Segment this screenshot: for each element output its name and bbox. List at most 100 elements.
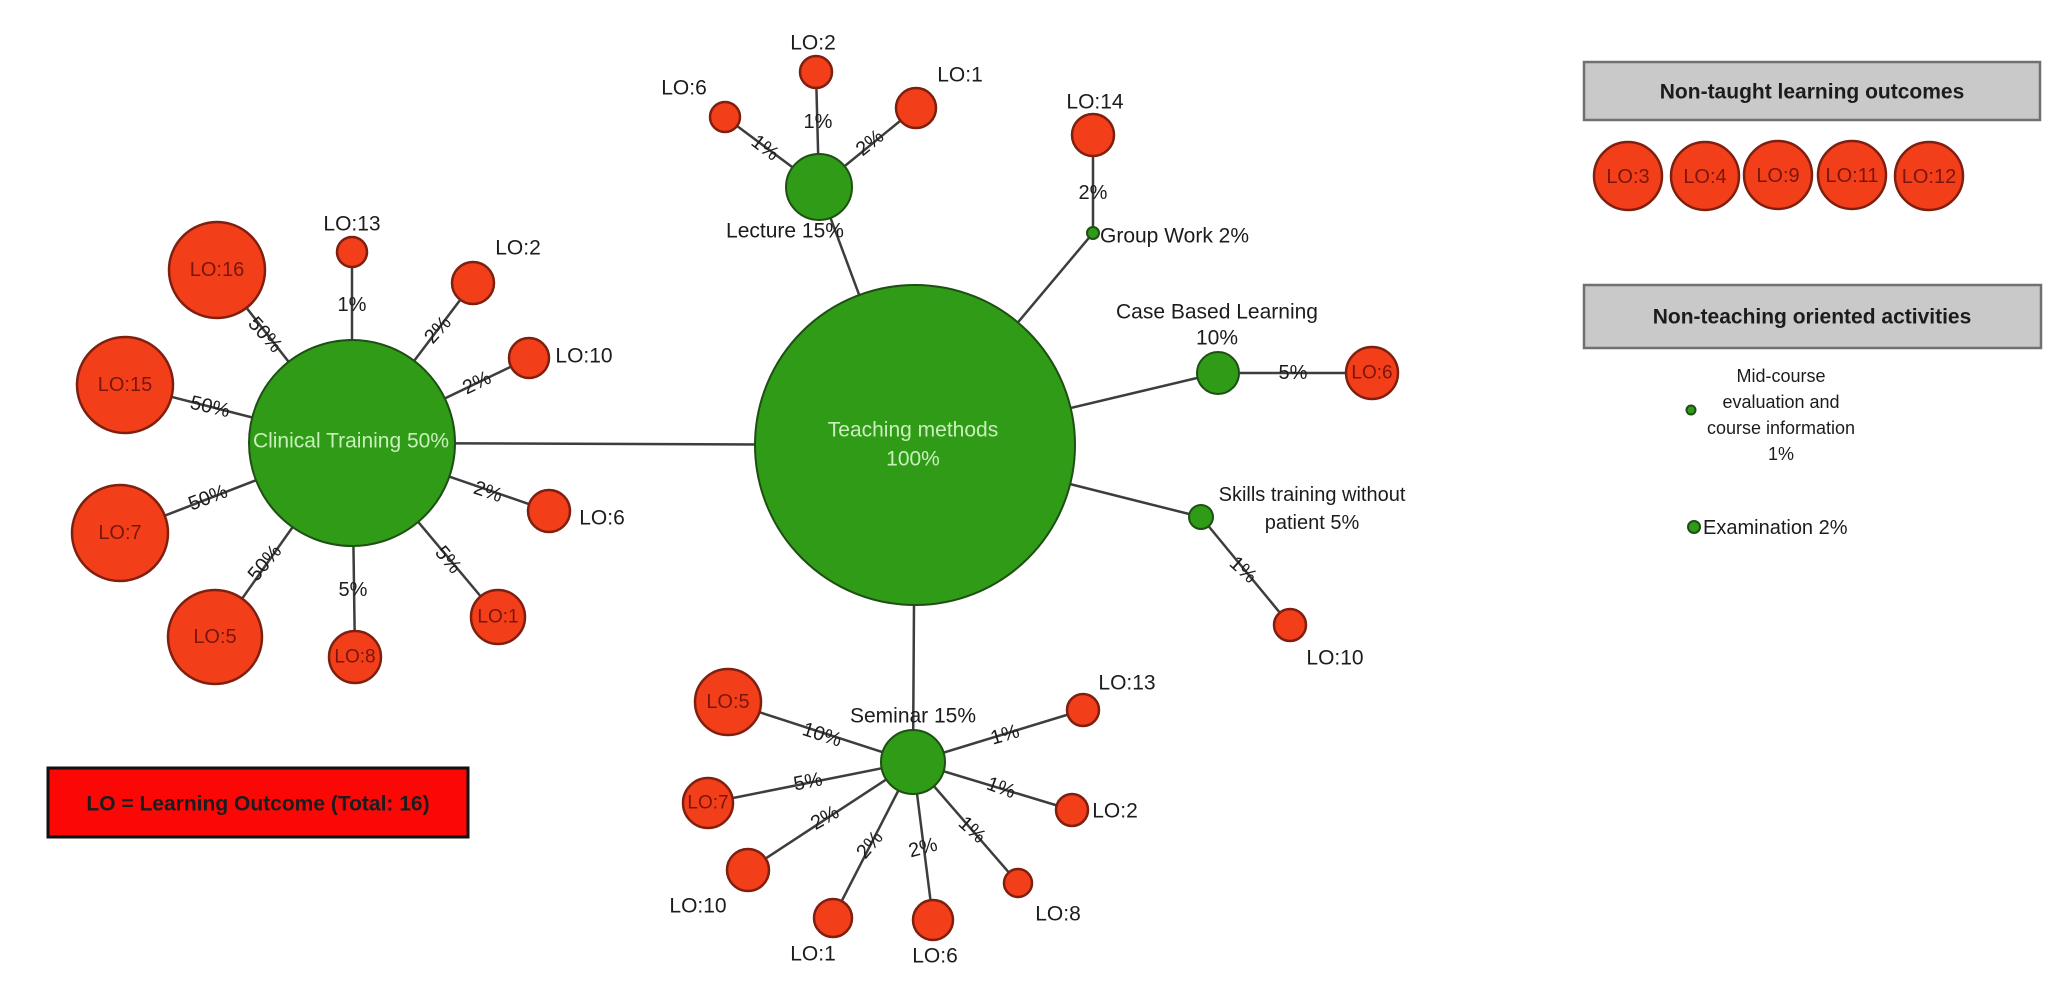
non-teaching-panel-box	[1582, 283, 2043, 350]
label-lecture-lo1: LO:1	[937, 64, 983, 87]
pct-seminar-lo8: 1%	[954, 812, 990, 848]
node-group-work	[1086, 226, 1100, 240]
pct-clinical-lo13: 1%	[338, 294, 367, 316]
midcourse-line2: evaluation and	[1722, 392, 1839, 412]
inner-label-seminar-lo7: LO:7	[687, 793, 728, 814]
node-casebased-lo6	[1344, 345, 1400, 401]
pct-seminar-lo1: 2%	[852, 827, 888, 863]
pct-clinical-lo7: 50%	[185, 480, 230, 515]
inner-red-label-layer: LO:16 LO:15 LO:7 LO:5 LO:1 LO:8 LO:6 LO:…	[98, 165, 1956, 814]
pct-clinical-lo8: 5%	[339, 579, 368, 601]
pct-groupwork-lo14: 2%	[1079, 182, 1108, 204]
node-seminar-lo8	[1002, 867, 1034, 899]
label-lecture-lo6: LO:6	[661, 77, 707, 100]
label-seminar-lo6: LO:6	[912, 945, 958, 968]
pct-seminar-lo7: 5%	[792, 768, 825, 795]
inner-label-clinical-lo16: LO:16	[190, 259, 244, 281]
node-seminar-lo5	[693, 667, 763, 737]
examination-label: Examination 2%	[1703, 517, 1848, 539]
label-group-work: Group Work 2%	[1100, 225, 1249, 248]
inner-label-nontaught-lo9: LO:9	[1756, 165, 1799, 187]
label-clinical-lo2: LO:2	[495, 237, 541, 260]
inner-label-casebased-lo6: LO:6	[1351, 363, 1392, 384]
node-nontaught-lo12	[1893, 140, 1965, 212]
node-seminar-lo13	[1065, 692, 1101, 728]
node-skills-training	[1188, 504, 1214, 530]
inner-label-teaching-line2: 100%	[886, 448, 940, 471]
node-lecture-lo2	[798, 54, 834, 90]
legend-box	[46, 766, 470, 839]
label-seminar-lo10: LO:10	[669, 895, 726, 918]
label-layer: LO:6 LO:2 LO:1 Lecture 15% 1% 1% 2% LO:1…	[86, 32, 1971, 968]
label-clinical-lo10: LO:10	[555, 345, 612, 368]
midcourse-line1: Mid-course	[1736, 366, 1825, 386]
node-clinical-lo1	[469, 588, 527, 646]
node-clinical-lo15	[75, 335, 175, 435]
pct-seminar-lo5: 10%	[800, 718, 845, 751]
node-lecture-lo6	[708, 100, 742, 134]
node-clinical-lo16	[167, 220, 267, 320]
inner-label-clinical-lo7: LO:7	[98, 522, 141, 544]
node-seminar-lo1	[812, 897, 854, 939]
label-case-based-line1: Case Based Learning	[1116, 301, 1318, 324]
inner-label-clinical-lo15: LO:15	[98, 374, 152, 396]
label-seminar-lo8: LO:8	[1035, 903, 1081, 926]
node-seminar-lo2	[1054, 792, 1090, 828]
inner-label-clinical-lo5: LO:5	[193, 626, 236, 648]
inner-label-nontaught-lo11: LO:11	[1826, 165, 1879, 187]
inner-label-nontaught-lo4: LO:4	[1683, 166, 1726, 188]
node-case-based-learning	[1196, 351, 1240, 395]
edge-skills-lo10	[1200, 516, 1291, 626]
pct-clinical-lo5: 50%	[244, 540, 287, 585]
node-seminar-lo6	[911, 898, 955, 942]
pct-casebased-lo6: 5%	[1279, 362, 1308, 384]
node-nontaught-lo11	[1816, 139, 1888, 211]
node-seminar-lo10	[725, 847, 771, 893]
pct-lecture-lo2: 1%	[804, 111, 833, 133]
non-teaching-panel-title: Non-teaching oriented activities	[1653, 306, 1972, 329]
node-clinical-lo8	[327, 629, 383, 685]
node-nontaught-lo9	[1742, 139, 1814, 211]
inner-label-seminar-lo5: LO:5	[706, 691, 749, 713]
method-node-layer	[248, 153, 1701, 795]
outcome-node-layer	[70, 54, 1965, 942]
node-teaching-methods	[754, 284, 1076, 606]
inner-green-label-layer: Teaching methods 100% Clinical Training …	[253, 419, 998, 471]
node-nontaught-lo3	[1592, 140, 1664, 212]
pct-seminar-lo13: 1%	[988, 720, 1022, 749]
label-lecture: Lecture 15%	[726, 220, 844, 243]
pct-clinical-lo10: 2%	[459, 367, 495, 400]
inner-label-teaching-line1: Teaching methods	[828, 419, 998, 442]
non-taught-panel-box	[1582, 60, 2042, 122]
label-case-based-line2: 10%	[1196, 327, 1238, 350]
label-skills-line2: patient 5%	[1265, 512, 1360, 534]
label-skills-line1: Skills training without	[1219, 484, 1406, 506]
node-groupwork-lo14	[1070, 112, 1116, 158]
label-seminar: Seminar 15%	[850, 705, 976, 728]
pct-clinical-lo6: 2%	[471, 477, 506, 507]
inner-label-nontaught-lo3: LO:3	[1606, 166, 1649, 188]
node-lecture-lo1	[894, 86, 938, 130]
label-seminar-lo1: LO:1	[790, 943, 836, 966]
node-clinical-lo5	[166, 588, 264, 686]
node-midcourse-dot	[1685, 404, 1697, 416]
node-clinical-lo13	[335, 235, 369, 269]
node-clinical-lo10	[507, 336, 551, 380]
node-seminar	[880, 729, 946, 795]
midcourse-line4: 1%	[1768, 444, 1794, 464]
node-clinical-lo7	[70, 483, 170, 583]
label-clinical-lo13: LO:13	[323, 213, 380, 236]
edge-seminar-lo7	[707, 760, 914, 805]
node-examination-dot	[1687, 520, 1701, 534]
node-clinical-lo6	[526, 488, 572, 534]
label-clinical-lo6: LO:6	[579, 507, 625, 530]
node-seminar-lo7	[681, 776, 735, 830]
node-clinical-lo2	[450, 260, 496, 306]
node-nontaught-lo4	[1669, 140, 1741, 212]
label-skills-lo10: LO:10	[1306, 647, 1363, 670]
inner-label-clinical-lo8: LO:8	[334, 647, 375, 668]
label-seminar-lo2: LO:2	[1092, 800, 1138, 823]
non-taught-panel-title: Non-taught learning outcomes	[1660, 81, 1965, 104]
